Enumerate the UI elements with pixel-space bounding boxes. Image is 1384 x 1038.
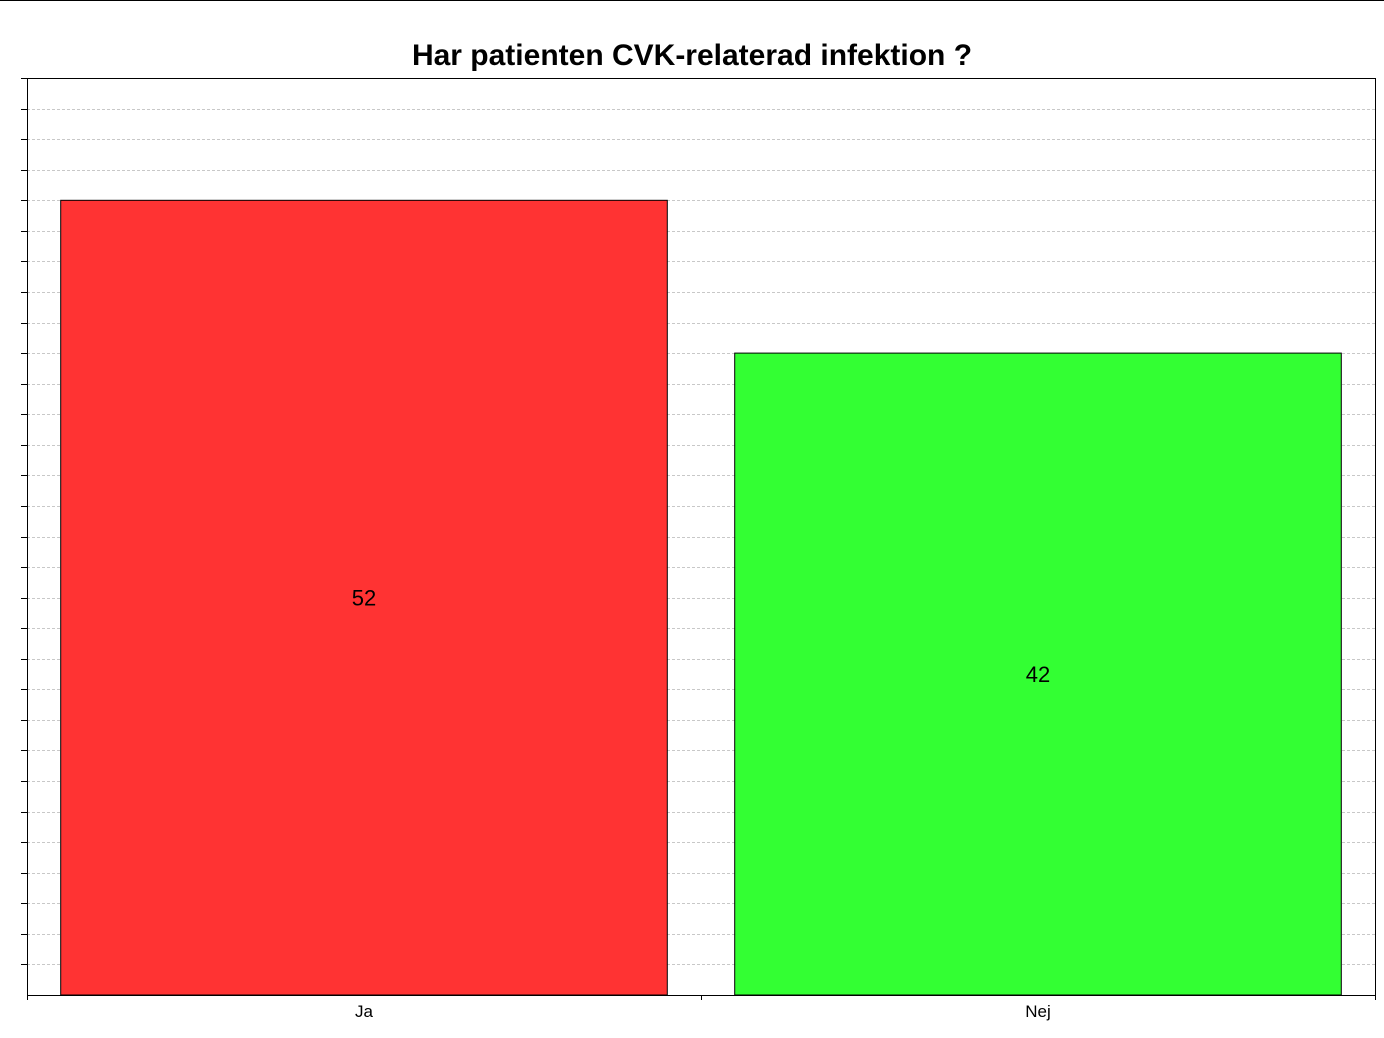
- x-axis-labels: Ja Nej: [355, 1002, 1051, 1021]
- data-label-ja: 52: [352, 586, 376, 611]
- axes: [27, 78, 1376, 1000]
- bar-nej: [734, 352, 1342, 996]
- bars: [60, 199, 1342, 996]
- data-labels: 52 42: [352, 586, 1050, 687]
- data-label-nej: 42: [1026, 662, 1050, 687]
- x-tick-label-ja: Ja: [355, 1002, 374, 1021]
- top-border-rule: [0, 0, 1384, 1]
- bar-ja: [60, 199, 668, 996]
- y-axis-ticks: [21, 78, 27, 965]
- chart-title: Har patienten CVK-relaterad infektion ?: [411, 39, 973, 72]
- x-tick-label-nej: Nej: [1025, 1002, 1051, 1021]
- plot-frame: [27, 78, 1376, 996]
